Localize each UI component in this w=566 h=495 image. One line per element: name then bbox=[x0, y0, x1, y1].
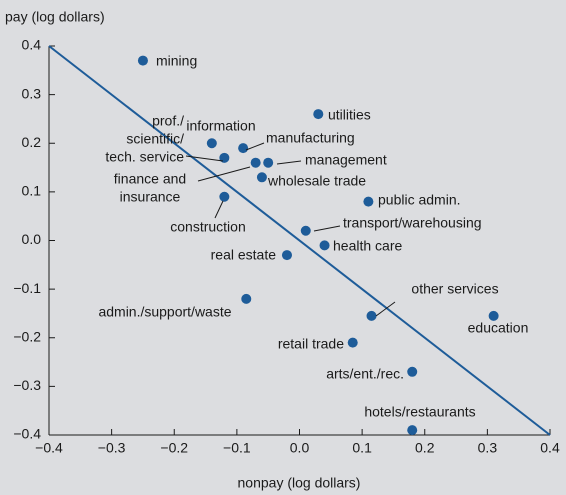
y-tick-label: 0.2 bbox=[22, 134, 42, 150]
leader-line bbox=[276, 160, 302, 165]
point-label: transport/warehousing bbox=[343, 215, 482, 231]
data-point bbox=[238, 143, 249, 154]
data-point bbox=[366, 310, 377, 321]
x-tick-label: −0.3 bbox=[98, 440, 126, 456]
leader-line bbox=[185, 155, 224, 162]
x-tick-label: 0.2 bbox=[415, 440, 435, 456]
point-label: insurance bbox=[120, 189, 181, 205]
data-point bbox=[407, 366, 418, 377]
data-point bbox=[407, 425, 418, 436]
data-point bbox=[250, 157, 261, 168]
leader-line bbox=[197, 166, 251, 182]
data-point bbox=[319, 240, 330, 251]
y-tick-label: −0.4 bbox=[13, 426, 41, 442]
data-point bbox=[313, 109, 324, 120]
point-label: hotels/restaurants bbox=[364, 404, 475, 420]
data-point bbox=[300, 225, 311, 236]
data-point bbox=[137, 55, 148, 66]
y-tick-label: 0.0 bbox=[22, 231, 42, 247]
data-point bbox=[488, 310, 499, 321]
point-label: construction bbox=[170, 219, 245, 235]
point-label: public admin. bbox=[378, 192, 461, 208]
data-point bbox=[219, 152, 230, 163]
y-tick-label: −0.2 bbox=[13, 328, 41, 344]
point-label: education bbox=[468, 320, 529, 336]
point-label: management bbox=[305, 152, 387, 168]
data-point bbox=[241, 293, 252, 304]
point-label: mining bbox=[156, 53, 197, 69]
data-point bbox=[256, 172, 267, 183]
point-label: manufacturing bbox=[266, 130, 355, 146]
y-tick-label: −0.1 bbox=[13, 280, 41, 296]
point-label: wholesale trade bbox=[267, 173, 366, 189]
data-point bbox=[219, 191, 230, 202]
point-label: real estate bbox=[211, 247, 277, 263]
data-point bbox=[263, 157, 274, 168]
data-point bbox=[347, 337, 358, 348]
point-label: health care bbox=[333, 238, 402, 254]
point-label: retail trade bbox=[278, 336, 344, 352]
point-label: scientific/ bbox=[126, 131, 184, 147]
x-tick-label: 0.1 bbox=[352, 440, 372, 456]
point-label: admin./support/waste bbox=[98, 304, 231, 320]
y-tick-label: 0.4 bbox=[22, 37, 42, 53]
x-tick-label: −0.1 bbox=[223, 440, 251, 456]
x-tick-label: 0.0 bbox=[290, 440, 310, 456]
y-tick-label: 0.3 bbox=[22, 85, 42, 101]
x-tick-label: 0.4 bbox=[540, 440, 560, 456]
data-point bbox=[206, 138, 217, 149]
data-point bbox=[363, 196, 374, 207]
reference-line bbox=[48, 45, 551, 436]
x-tick-label: −0.2 bbox=[160, 440, 188, 456]
data-point bbox=[281, 250, 292, 261]
point-label: tech. service bbox=[105, 149, 184, 165]
y-tick-label: −0.3 bbox=[13, 377, 41, 393]
point-label: finance and bbox=[114, 171, 186, 187]
point-label: arts/ent./rec. bbox=[326, 366, 404, 382]
point-label: utilities bbox=[328, 107, 371, 123]
point-label: prof./ bbox=[152, 113, 184, 129]
leader-line bbox=[313, 225, 341, 232]
leader-line bbox=[214, 200, 224, 219]
x-axis-title: nonpay (log dollars) bbox=[238, 475, 361, 491]
point-label: other services bbox=[411, 281, 498, 297]
point-label: information bbox=[186, 118, 255, 134]
x-tick-label: −0.4 bbox=[35, 440, 63, 456]
y-axis-title: pay (log dollars) bbox=[5, 9, 105, 25]
x-tick-label: 0.3 bbox=[478, 440, 498, 456]
leader-line bbox=[245, 142, 265, 151]
leader-line bbox=[375, 301, 396, 317]
y-tick-label: 0.1 bbox=[22, 183, 42, 199]
